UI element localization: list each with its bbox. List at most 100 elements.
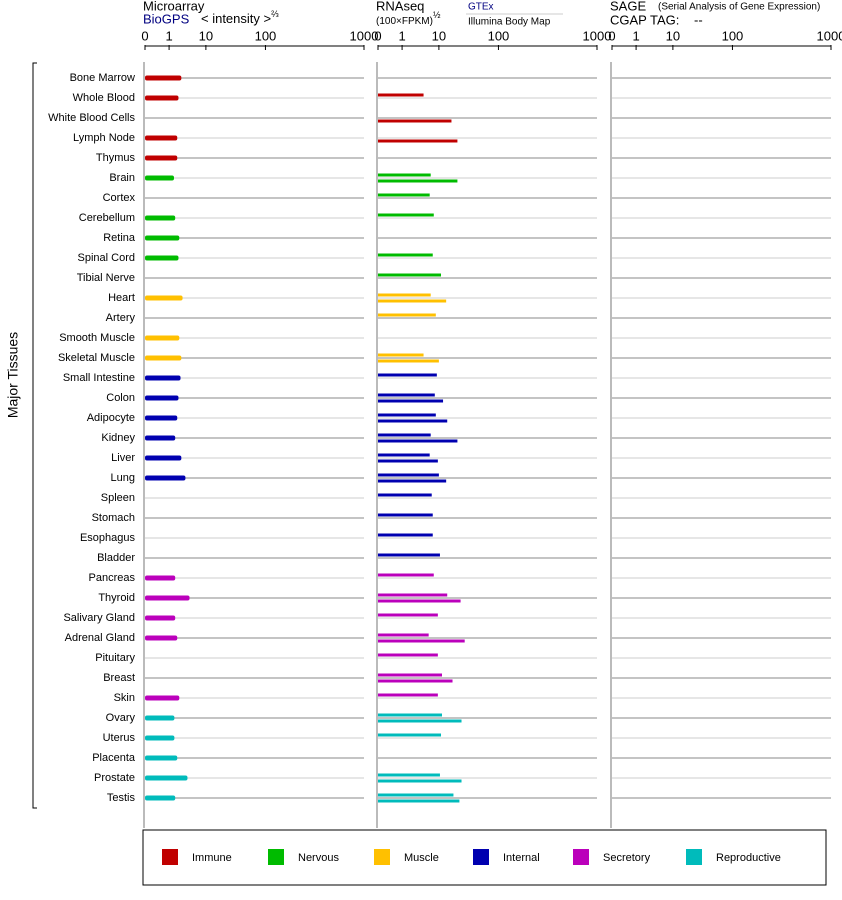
bar	[378, 493, 432, 497]
category-label: Kidney	[101, 432, 135, 444]
category-label: Prostate	[94, 772, 135, 784]
bar	[378, 439, 458, 443]
bar	[378, 419, 448, 423]
category-label: Skeletal Muscle	[58, 352, 135, 364]
bar	[378, 513, 433, 517]
bar	[378, 93, 424, 97]
legend-swatch	[162, 849, 178, 865]
bar	[145, 615, 176, 621]
category-label: White Blood Cells	[48, 112, 135, 124]
bar	[145, 635, 178, 641]
bar	[378, 553, 440, 557]
bar	[145, 295, 183, 301]
bar	[378, 459, 438, 463]
x-label-exponent: ⅔	[271, 9, 279, 19]
bar	[145, 135, 178, 141]
bar	[378, 673, 442, 677]
bar	[145, 255, 179, 261]
x-tick-label: 1	[632, 28, 639, 43]
legend-swatch	[686, 849, 702, 865]
bar	[378, 273, 441, 277]
category-label: Esophagus	[80, 532, 136, 544]
category-label: Colon	[106, 392, 135, 404]
bar	[378, 253, 433, 257]
category-label: Liver	[111, 452, 135, 464]
bar	[145, 375, 181, 381]
category-label: Salivary Gland	[63, 612, 135, 624]
category-label: Brain	[109, 172, 135, 184]
category-label: Thymus	[96, 152, 136, 164]
category-label: Lung	[111, 472, 135, 484]
bar	[378, 433, 431, 437]
bar	[378, 613, 438, 617]
category-label: Retina	[103, 232, 136, 244]
legend-label: Secretory	[603, 852, 651, 864]
category-label: Artery	[106, 312, 136, 324]
bar	[145, 155, 178, 161]
bar	[378, 713, 442, 717]
panel-title: RNAseq	[376, 0, 424, 13]
bar	[378, 359, 439, 363]
bar	[145, 475, 186, 481]
bar	[378, 593, 448, 597]
series-name: Illumina Body Map	[468, 17, 551, 28]
bar	[145, 235, 180, 241]
bar	[145, 695, 180, 701]
legend-label: Muscle	[404, 852, 439, 864]
bar	[378, 573, 434, 577]
bar	[378, 413, 436, 417]
category-label: Placenta	[92, 752, 136, 764]
bar	[378, 139, 458, 143]
cgap-tag: --	[694, 12, 703, 27]
x-tick-label: 10	[199, 28, 213, 43]
series-name: GTEx	[468, 2, 494, 13]
category-label: Pituitary	[95, 652, 135, 664]
x-axis-label: (100×FPKM)½	[376, 10, 441, 26]
bar	[378, 633, 429, 637]
bar	[378, 453, 430, 457]
category-label: Small Intestine	[63, 372, 135, 384]
bar	[145, 335, 180, 341]
category-label: Ovary	[106, 712, 136, 724]
x-tick-label: 1	[398, 28, 405, 43]
bar	[378, 653, 438, 657]
legend-label: Internal	[503, 852, 540, 864]
bar	[145, 355, 182, 361]
bar	[378, 479, 447, 483]
category-label: Uterus	[103, 732, 136, 744]
category-label: Pancreas	[89, 572, 136, 584]
legend-label: Immune	[192, 852, 232, 864]
x-label-text: (100×FPKM)	[376, 16, 433, 27]
category-label: Skin	[114, 692, 135, 704]
category-label: Tibial Nerve	[77, 272, 135, 284]
legend-swatch	[374, 849, 390, 865]
category-label: Testis	[107, 792, 136, 804]
bar	[378, 639, 465, 643]
legend-swatch	[473, 849, 489, 865]
bar	[378, 373, 437, 377]
bar	[145, 595, 190, 601]
legend-swatch	[268, 849, 284, 865]
bar	[145, 755, 178, 761]
bar	[378, 679, 453, 683]
bar	[378, 533, 433, 537]
legend-label: Reproductive	[716, 852, 781, 864]
category-label: Smooth Muscle	[59, 332, 135, 344]
category-label: Adipocyte	[87, 412, 135, 424]
category-label: Cortex	[103, 192, 136, 204]
x-tick-label: 10	[666, 28, 680, 43]
bar	[378, 473, 439, 477]
bar	[378, 179, 458, 183]
bar	[378, 193, 430, 197]
bar	[145, 95, 179, 101]
bar	[378, 173, 431, 177]
bar	[378, 799, 460, 803]
bar	[145, 175, 174, 181]
bar	[378, 399, 444, 403]
panel-title: Microarray	[143, 0, 205, 13]
category-label: Cerebellum	[79, 212, 135, 224]
bar	[145, 75, 182, 81]
panel-subtitle: (Serial Analysis of Gene Expression)	[658, 2, 820, 13]
bar	[378, 313, 436, 317]
